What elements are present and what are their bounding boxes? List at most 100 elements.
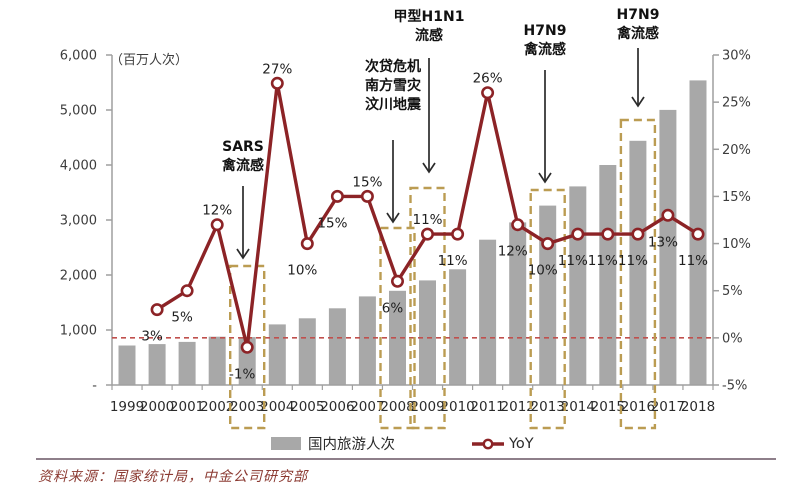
event-annotation-text: 禽流感 (616, 25, 659, 42)
x-axis-year: 2012 (501, 399, 535, 415)
yoy-point-labels: 3%5%12%-1%27%10%15%15%6%11%11%26%12%10%1… (141, 61, 708, 382)
x-axis-year: 2004 (260, 399, 294, 415)
yoy-label-2008: 6% (382, 300, 404, 316)
yoy-label-2003: -1% (229, 366, 255, 382)
highlight-box-2003 (228, 264, 266, 430)
left-axis-tick: 3,000 (60, 214, 97, 229)
bar-2011 (479, 239, 497, 385)
arrow-head-icon (422, 162, 436, 174)
left-axis-tick: 1,000 (60, 324, 97, 339)
yoy-label-2007: 15% (352, 174, 382, 190)
x-axis-year: 2018 (681, 399, 715, 415)
yoy-label-2006: 15% (317, 215, 347, 231)
highlight-box-2009 (409, 186, 446, 430)
event-annotation-text: 流感 (415, 27, 443, 44)
x-axis-year: 2014 (561, 399, 595, 415)
yoy-label-2004: 27% (262, 61, 292, 77)
yoy-label-2001: 5% (171, 310, 193, 326)
arrow-head-icon (236, 248, 250, 260)
right-axis-tick: 25% (722, 96, 751, 111)
yoy-point-2009 (420, 227, 434, 241)
source-text: 资料来源：国家统计局，中金公司研究部 (38, 469, 308, 485)
event-annotation-text: 汶川地震 (365, 96, 422, 113)
event-annotation-text: 甲型H1N1 (394, 8, 465, 25)
x-axis-year: 2017 (651, 399, 685, 415)
bar-2007 (358, 296, 376, 385)
yoy-markers (150, 76, 705, 354)
event-annotation-2009: 甲型H1N1 流感 (394, 8, 465, 174)
x-axis-year: 2005 (290, 399, 324, 415)
bar-2009 (419, 280, 436, 385)
yoy-point-2003 (240, 340, 254, 354)
yoy-label-2017: 13% (648, 234, 678, 250)
yoy-point-2001 (180, 284, 194, 298)
yoy-label-2016: 11% (618, 253, 648, 269)
x-axis-year: 2013 (531, 399, 565, 415)
event-annotation-text: H7N9 (617, 7, 660, 23)
yoy-point-2006 (330, 189, 344, 203)
bar-2008 (389, 290, 406, 385)
yoy-point-2005 (300, 237, 314, 251)
x-axis-year: 2006 (320, 399, 354, 415)
chart-legend: 国内旅游人次 YoY (271, 433, 534, 454)
yoy-point-2008 (390, 274, 404, 288)
right-axis-tick: 10% (722, 237, 751, 252)
event-annotation-text: 禽流感 (221, 157, 264, 174)
right-axis-tick: 15% (722, 190, 751, 205)
right-axis-tick: -5% (722, 379, 747, 394)
yoy-label-2012: 12% (498, 244, 528, 260)
x-axis-year: 2015 (591, 399, 625, 415)
right-axis-tick: 30% (722, 49, 751, 64)
bar-2000 (148, 344, 166, 385)
x-axis-year: 2001 (170, 399, 204, 415)
x-axis-year: 1999 (110, 399, 144, 415)
x-axis-year: 2011 (470, 399, 504, 415)
bar-2015 (599, 165, 617, 385)
event-annotation-text: 次贷危机 (365, 58, 421, 75)
bar-2001 (178, 341, 196, 385)
yoy-label-2000: 3% (141, 329, 163, 345)
bar-2004 (268, 324, 286, 385)
yoy-label-2015: 11% (588, 253, 618, 269)
line-legend-label: YoY (509, 435, 534, 452)
bars-series (118, 80, 707, 386)
yoy-point-2007 (360, 189, 374, 203)
yoy-point-2002 (210, 218, 224, 232)
yoy-point-2000 (150, 303, 164, 317)
arrow-head-icon (631, 96, 645, 108)
yoy-label-2002: 12% (202, 203, 232, 219)
yoy-point-2017 (661, 208, 675, 222)
event-annotation-text: 禽流感 (523, 41, 566, 58)
highlight-boxes (228, 118, 657, 430)
event-annotation-2013: H7N9 禽流感 (523, 23, 566, 184)
yoy-point-2018 (691, 227, 705, 241)
left-axis-tick: 2,000 (60, 269, 97, 284)
x-axis-year: 2003 (230, 399, 264, 415)
yoy-label-2010: 11% (438, 253, 468, 269)
arrow-head-icon (386, 212, 400, 224)
right-axis-tick: 20% (722, 143, 751, 158)
yoy-point-2010 (451, 227, 465, 241)
highlight-box-2016 (619, 118, 657, 430)
bar-2014 (569, 186, 587, 385)
highlight-box-2008 (379, 226, 416, 430)
bar-2002 (208, 336, 226, 385)
event-annotation-2003: SARS 禽流感 (221, 139, 264, 260)
x-axis-year: 2002 (200, 399, 234, 415)
yoy-point-2014 (571, 227, 585, 241)
left-axis-tick: - (92, 379, 97, 394)
arrow-head-icon (538, 172, 552, 184)
yoy-label-2018: 11% (678, 253, 708, 269)
left-axis-tick: 6,000 (60, 49, 97, 64)
yoy-label-2011: 26% (473, 71, 503, 87)
source-divider (36, 458, 776, 460)
left-axis-unit-label: （百万人次） (110, 52, 188, 68)
x-axis-year: 2016 (621, 399, 655, 415)
bar-1999 (118, 345, 136, 385)
left-axis-tick: 4,000 (60, 159, 97, 174)
axes: - 1,000 2,000 3,000 4,000 5,000 6,000 -5% 0% 5% 10… (60, 49, 751, 416)
x-axis-year: 2010 (440, 399, 474, 415)
x-axis-year: 2000 (140, 399, 174, 415)
